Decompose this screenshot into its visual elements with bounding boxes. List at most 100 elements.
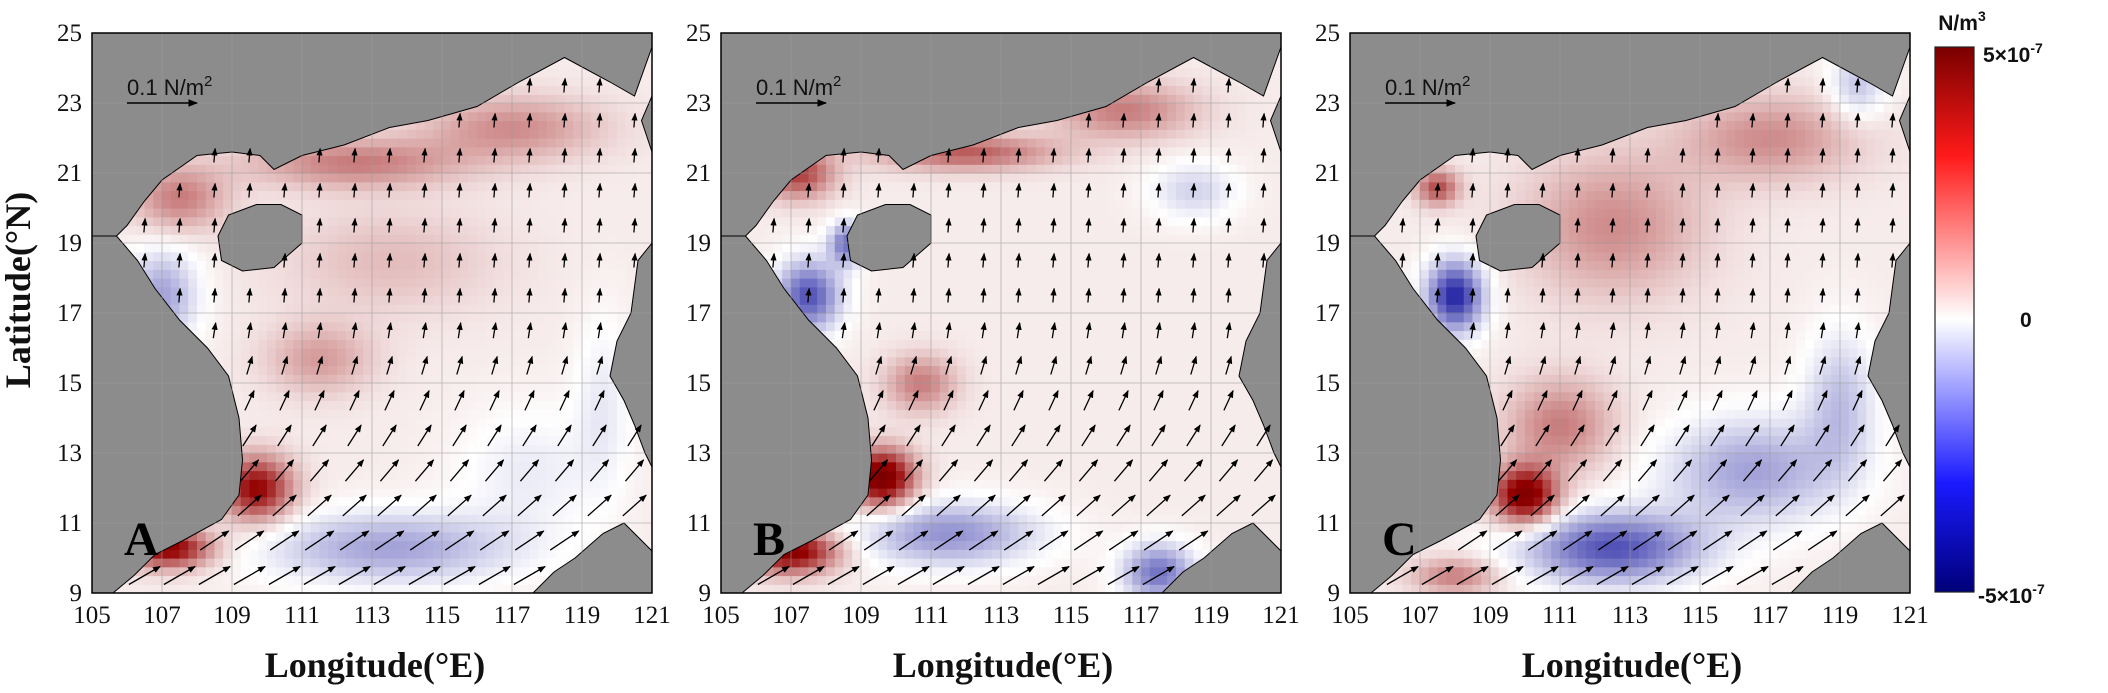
heatmap-cell [337, 181, 347, 192]
heatmap-cell [450, 260, 461, 270]
heatmap-cell [485, 426, 496, 437]
heatmap-cell [485, 514, 496, 524]
heatmap-cell [319, 549, 329, 559]
heatmap-cell [617, 461, 627, 472]
heatmap-cell [363, 505, 373, 515]
heatmap-cell [799, 173, 810, 183]
heatmap-cell [302, 269, 312, 279]
heatmap-cell [573, 339, 583, 349]
heatmap-cell [512, 190, 522, 200]
vector-arrow [141, 252, 148, 268]
heatmap-cell [354, 356, 364, 367]
heatmap-cell [503, 138, 513, 148]
heatmap-cell [512, 584, 522, 593]
heatmap-cell [415, 566, 426, 577]
heatmap-cell [442, 321, 452, 332]
heatmap-cell [240, 523, 251, 533]
heatmap-cell [555, 251, 566, 262]
heatmap-cell [573, 391, 583, 402]
heatmap-cell [135, 225, 146, 235]
heatmap-cell [608, 339, 618, 349]
heatmap-cell [459, 330, 469, 340]
heatmap-cell [328, 295, 338, 305]
heatmap-cell [258, 286, 268, 297]
heatmap-cell [372, 470, 382, 480]
heatmap-cell [328, 383, 338, 393]
vector-arrow [374, 530, 405, 551]
heatmap-cell [643, 59, 652, 69]
heatmap-cell [573, 540, 583, 550]
heatmap-cell [477, 181, 487, 192]
heatmap-cell [512, 426, 522, 437]
heatmap-cell [389, 286, 399, 297]
heatmap-cell [267, 164, 277, 174]
heatmap-cell [407, 523, 417, 533]
heatmap-cell [302, 260, 312, 270]
heatmap-cell [512, 295, 522, 305]
heatmap-cell [442, 155, 452, 165]
heatmap-cell [302, 566, 312, 577]
heatmap-cell [599, 365, 609, 375]
heatmap-cell [625, 505, 636, 515]
heatmap-cell [520, 103, 531, 113]
heatmap-cell [415, 365, 426, 375]
heatmap-cell [599, 400, 609, 410]
heatmap-cell [354, 295, 364, 305]
heatmap-cell [608, 409, 618, 419]
heatmap-cell [494, 251, 504, 262]
heatmap-cell [170, 558, 181, 568]
heatmap-cell [389, 234, 399, 244]
heatmap-cell [625, 120, 636, 130]
heatmap-cell [512, 155, 522, 165]
heatmap-cell [442, 164, 452, 174]
heatmap-cell [512, 540, 522, 550]
heatmap-cell [477, 514, 487, 524]
heatmap-cell [389, 304, 399, 314]
heatmap-cell [188, 173, 198, 183]
heatmap-cell [232, 295, 242, 305]
heatmap-cell [337, 173, 347, 183]
heatmap-cell [232, 278, 242, 288]
heatmap-cell [547, 540, 557, 550]
heatmap-cell [372, 173, 382, 183]
heatmap-cell [232, 523, 242, 533]
heatmap-cell [415, 286, 426, 297]
heatmap-cell [240, 426, 251, 437]
heatmap-cell [153, 549, 163, 559]
heatmap-cell [372, 269, 382, 279]
heatmap-cell [363, 479, 373, 489]
heatmap-cell [512, 496, 522, 507]
heatmap-cell [188, 304, 198, 314]
heatmap-cell [494, 155, 504, 165]
heatmap-cell [319, 190, 329, 200]
x-tick-label: 111 [284, 602, 320, 629]
heatmap-cell [520, 584, 531, 593]
heatmap-cell [485, 339, 496, 349]
heatmap-cell [608, 94, 618, 104]
heatmap-cell [275, 418, 286, 428]
heatmap-cell [284, 269, 294, 279]
heatmap-cell [477, 199, 487, 209]
heatmap-cell [599, 374, 609, 384]
heatmap-cell [170, 566, 181, 577]
heatmap-cell [188, 321, 198, 332]
heatmap-cell [135, 234, 146, 244]
heatmap-cell [512, 138, 522, 148]
heatmap-cell [337, 418, 347, 428]
heatmap-cell [573, 155, 583, 165]
heatmap-cell [590, 216, 601, 227]
heatmap-cell [337, 444, 347, 454]
heatmap-cell [293, 444, 303, 454]
heatmap-cell [337, 558, 347, 568]
heatmap-cell [485, 278, 496, 288]
heatmap-cell [398, 435, 408, 445]
heatmap-cell [258, 418, 268, 428]
heatmap-cell [232, 566, 242, 577]
heatmap-cell [310, 260, 321, 270]
heatmap-cell [634, 103, 644, 113]
heatmap-cell [529, 479, 539, 489]
heatmap-cell [485, 234, 496, 244]
heatmap-cell [582, 453, 592, 463]
heatmap-cell [179, 208, 189, 218]
heatmap-cell [555, 94, 566, 104]
